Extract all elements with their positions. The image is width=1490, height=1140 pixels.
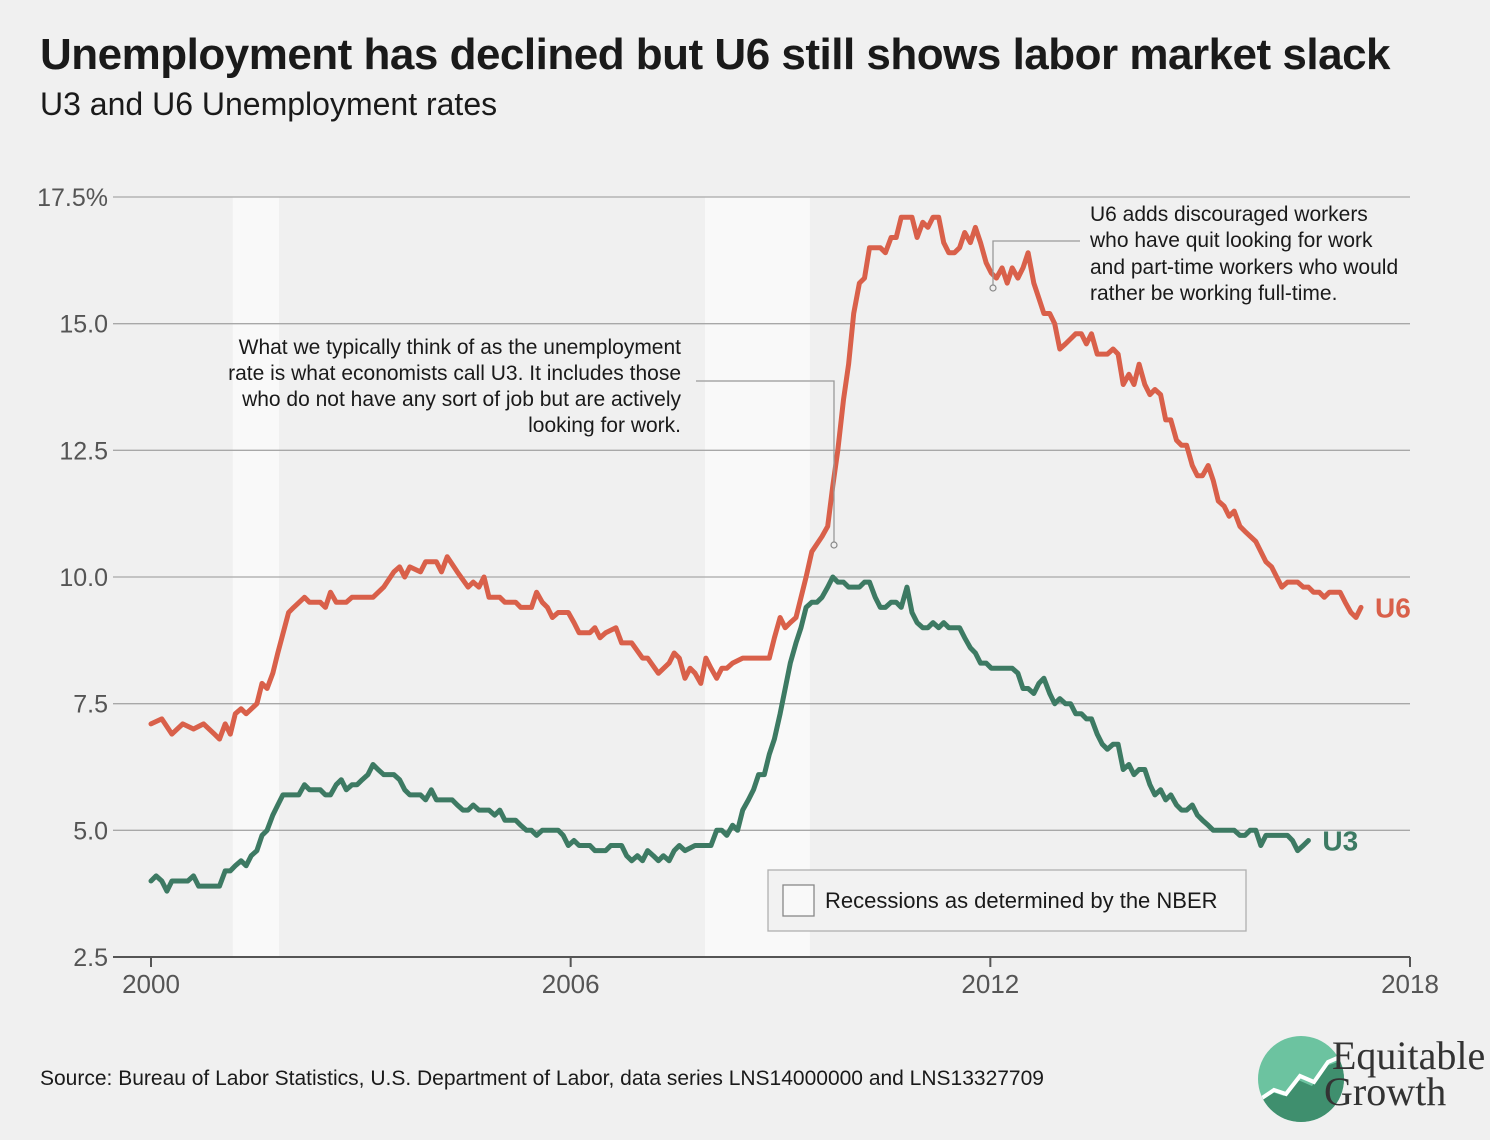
series-line-u6 <box>148 214 1364 742</box>
x-tick-label: 2006 <box>542 969 600 999</box>
u3-annotation: What we typically think of as the unempl… <box>228 336 681 437</box>
series-label-u6: U6 <box>1375 592 1411 623</box>
u3-annotation-line-4: looking for work. <box>528 414 681 437</box>
legend-recession-label: Recessions as determined by the NBER <box>825 888 1218 913</box>
legend-box <box>767 869 1247 932</box>
u6-annotation-line-3: and part-time workers who would <box>1090 256 1398 279</box>
y-axis-tick-labels: 17.5% 15.0 12.5 10.0 7.5 5.0 2.5 <box>37 184 108 972</box>
u3-annotation-line-3: who do not have any sort of job but are … <box>241 388 681 411</box>
u6-annotation-line-4: rather be working full-time. <box>1090 282 1337 305</box>
x-tick-label: 2012 <box>961 969 1019 999</box>
chart-subtitle: U3 and U6 Unemployment rates <box>40 86 498 122</box>
y-tick-label: 17.5% <box>37 184 108 212</box>
logo-line-1: Equitable <box>1332 1033 1486 1078</box>
u3-annotation-anchor <box>830 541 838 549</box>
u6-annotation-line-1: U6 adds discouraged workers <box>1090 203 1368 226</box>
chart-title: Unemployment has declined but U6 still s… <box>40 30 1391 79</box>
x-axis: 2000 2006 2012 2018 <box>113 956 1439 999</box>
source-note: Source: Bureau of Labor Statistics, U.S.… <box>40 1067 1044 1090</box>
u3-annotation-line-1: What we typically think of as the unempl… <box>239 336 682 359</box>
u6-annotation-line-2: who have quit looking for work <box>1089 229 1373 252</box>
equitable-growth-logo: Equitable Growth <box>1246 1030 1486 1130</box>
legend: Recessions as determined by the NBER <box>767 869 1247 932</box>
series-label-u3: U3 <box>1322 825 1358 856</box>
y-tick-label: 12.5 <box>59 437 108 465</box>
gridlines <box>113 196 1410 831</box>
series-line-u3 <box>148 574 1311 894</box>
y-tick-label: 10.0 <box>59 564 108 592</box>
u6-annotation-anchor <box>989 284 997 292</box>
logo-mark <box>1258 1036 1344 1122</box>
u3-annotation-line-2: rate is what economists call U3. It incl… <box>228 362 681 385</box>
growth-chart-icon <box>1258 1054 1344 1122</box>
y-tick-label: 5.0 <box>73 817 108 845</box>
y-tick-label: 2.5 <box>73 944 108 972</box>
legend-recession-swatch <box>782 884 815 917</box>
y-tick-label: 15.0 <box>59 311 108 339</box>
u6-annotation-leader <box>992 240 1080 285</box>
x-tick-label: 2000 <box>122 969 180 999</box>
u3-annotation-leader <box>696 380 835 542</box>
y-tick-label: 7.5 <box>73 691 108 719</box>
logo-line-2: Growth <box>1324 1069 1447 1114</box>
x-tick-label: 2018 <box>1381 969 1439 999</box>
series-lines: U6 U3 <box>148 214 1411 894</box>
u6-annotation: U6 adds discouraged workers who have qui… <box>1089 203 1398 305</box>
logo-wordmark: Equitable Growth <box>1324 1033 1486 1112</box>
